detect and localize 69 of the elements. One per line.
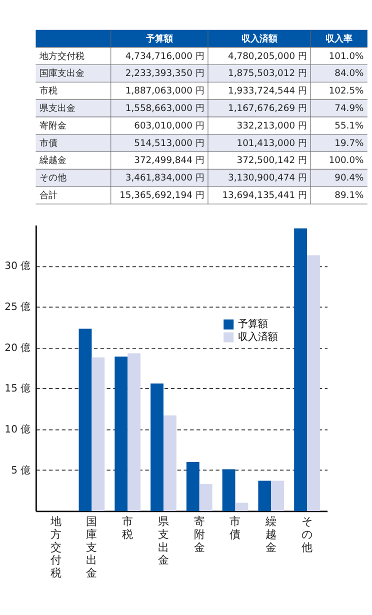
- text: 3,130,900,474 円: [228, 172, 307, 184]
- bar: [199, 484, 212, 511]
- text: 90.4%: [334, 172, 364, 184]
- x-tick-label: 繰越金: [264, 515, 277, 554]
- text: 19.7%: [334, 138, 364, 149]
- text: 4,734,716,000 円: [125, 50, 204, 62]
- bar: [258, 480, 272, 511]
- y-tick-label: 10 億: [4, 423, 31, 436]
- text: 4,780,205,000 円: [228, 50, 307, 62]
- text: 地方交付税: [38, 50, 84, 62]
- y-tick-label: 15 億: [4, 382, 31, 395]
- text: 101.0%: [328, 50, 364, 62]
- text: 県支出金: [39, 103, 76, 114]
- text: 繰越金: [38, 155, 66, 166]
- y-tick-label: 30 億: [4, 260, 31, 272]
- text: 15,365,692,194 円: [120, 190, 204, 202]
- text: 1,933,724,544 円: [228, 86, 307, 97]
- text: 55.1%: [334, 120, 364, 132]
- text: 収入率: [326, 33, 353, 44]
- x-tick-label: 寄附金: [194, 515, 205, 554]
- text: 102.5%: [328, 86, 364, 97]
- y-tick-label: 20 億: [4, 342, 31, 354]
- text: 1,887,063,000 円: [125, 86, 204, 97]
- text: 1,167,676,269 円: [228, 103, 307, 114]
- bar: [163, 415, 176, 511]
- text: 3,461,834,000 円: [125, 172, 204, 184]
- text: 国庫支出金: [39, 68, 84, 80]
- text: 89.1%: [334, 190, 364, 202]
- x-tick-label: 国庫支出金: [86, 515, 98, 580]
- text: 予算額: [144, 33, 173, 44]
- bar: [92, 357, 105, 511]
- text: 332,213,000 円: [236, 120, 307, 132]
- bar: [271, 480, 284, 511]
- bar: [78, 328, 92, 511]
- legend-label: 収入済額: [238, 331, 278, 344]
- text: 372,499,844 円: [134, 155, 204, 166]
- text: 市債: [39, 138, 58, 149]
- bar: [235, 502, 248, 511]
- text: 1,558,663,000 円: [125, 103, 204, 114]
- x-tick-label: 市債: [230, 515, 241, 541]
- x-tick-label: 市税: [122, 515, 134, 541]
- text: 合計: [39, 190, 58, 202]
- bar: [294, 228, 308, 511]
- bar: [186, 462, 200, 511]
- text: 100.0%: [328, 155, 364, 166]
- text: 372,500,142 円: [236, 155, 307, 166]
- x-tick-label: 地方交付税: [49, 515, 62, 580]
- text: 寄附金: [39, 120, 66, 132]
- text: 1,875,503,012 円: [228, 68, 307, 80]
- bar: [307, 255, 320, 511]
- text: 市税: [39, 86, 58, 97]
- bar: [114, 356, 128, 511]
- y-tick-label: 25 億: [4, 300, 31, 313]
- text: 74.9%: [334, 103, 364, 114]
- text: 603,010,000 円: [134, 120, 204, 132]
- text: 101,413,000 円: [236, 138, 307, 149]
- text: 収入済額: [241, 33, 278, 44]
- text: 13,694,135,441 円: [222, 190, 307, 202]
- x-tick-label: 県支出金: [158, 515, 169, 567]
- text: その他: [39, 172, 66, 184]
- legend-label: 予算額: [238, 318, 268, 330]
- bar: [222, 469, 236, 511]
- bar: [128, 353, 141, 511]
- bar: [150, 384, 164, 511]
- x-tick-label: その他: [302, 515, 313, 554]
- text: 514,513,000 円: [134, 138, 204, 149]
- y-tick-label: 5 億: [11, 464, 31, 476]
- text: 84.0%: [334, 68, 364, 80]
- text: 2,233,393,350 円: [125, 68, 204, 80]
